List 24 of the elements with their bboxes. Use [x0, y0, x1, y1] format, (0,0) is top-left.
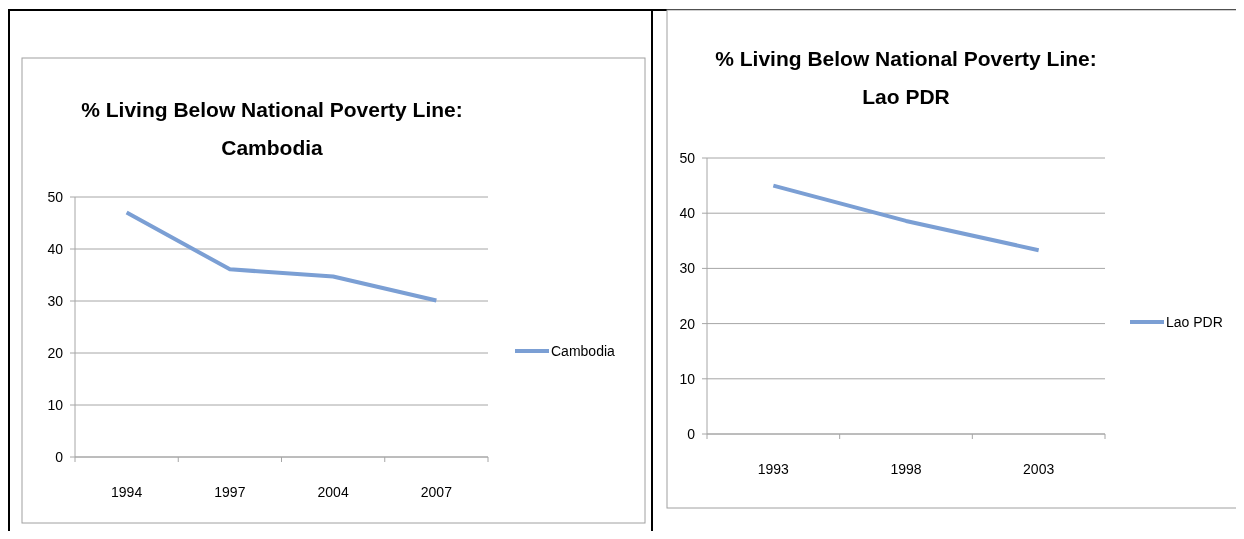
y-tick-label: 0 — [687, 425, 696, 442]
y-tick-label: 0 — [55, 448, 64, 465]
y-tick-label: 30 — [47, 292, 64, 309]
y-tick-label: 10 — [679, 370, 696, 387]
x-tick-label: 1997 — [214, 484, 246, 500]
y-tick-label: 40 — [47, 240, 64, 257]
y-tick-label: 50 — [47, 188, 64, 205]
x-tick-label: 2004 — [317, 484, 349, 500]
chart-title: % Living Below National Poverty Line: Lao PDR — [715, 47, 1097, 108]
y-tick-label: 40 — [679, 205, 696, 222]
y-tick-label: 50 — [679, 149, 696, 166]
x-tick-label: 2003 — [1023, 461, 1055, 477]
y-tick-label: 10 — [47, 396, 64, 413]
y-tick-label: 20 — [679, 315, 696, 332]
y-tick-label: 20 — [47, 344, 64, 361]
x-tick-label: 1994 — [111, 484, 143, 500]
legend-label: Cambodia — [551, 342, 616, 359]
x-tick-label: 2007 — [420, 484, 453, 500]
chart-title: % Living Below National Poverty Line: Cambodia — [81, 98, 463, 159]
y-tick-label: 30 — [679, 260, 696, 277]
x-tick-label: 1998 — [890, 461, 922, 477]
x-tick-label: 1993 — [757, 461, 790, 477]
line-series — [124, 210, 439, 303]
legend-label: Lao PDR — [1166, 313, 1223, 330]
